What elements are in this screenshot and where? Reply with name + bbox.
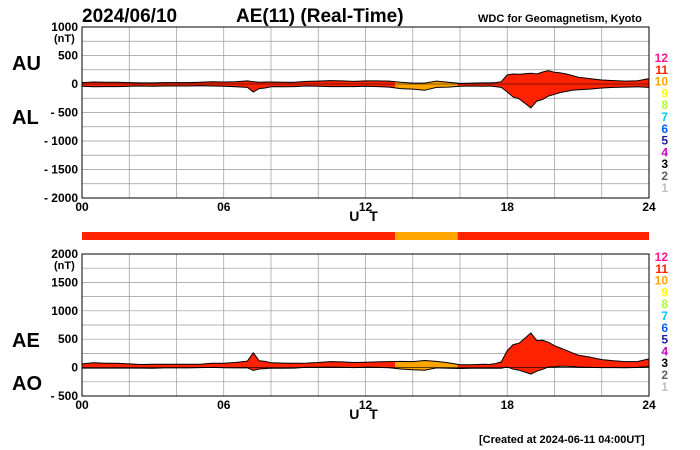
ae-ao-y-ticks: 2000 1500 1000 500 0 - 500 xyxy=(51,247,79,403)
y-tick-label: 2000 xyxy=(51,247,78,261)
y-tick-label: 500 xyxy=(58,332,78,346)
station-count-label: 1 xyxy=(661,380,668,394)
au-al-series xyxy=(81,70,650,109)
data-source: WDC for Geomagnetism, Kyoto xyxy=(478,13,642,25)
status-bar-segment xyxy=(457,232,649,240)
station-status-bar xyxy=(82,232,649,240)
band-segment-2 xyxy=(457,332,649,375)
station-count-label: 4 xyxy=(661,145,668,159)
y-tick-label: 1000 xyxy=(51,304,78,318)
x-tick-label: 06 xyxy=(217,398,231,412)
station-count-label: 7 xyxy=(661,309,668,323)
au-al-y-ticks: 1000 500 0 - 500 - 1000 - 1500 - 2000 xyxy=(44,20,78,205)
station-count-label: 4 xyxy=(661,344,668,358)
station-count-label: 5 xyxy=(661,333,668,347)
y-tick-label: 1000 xyxy=(51,20,78,34)
y-tick-label: 0 xyxy=(71,77,78,91)
band-segment-0 xyxy=(82,352,396,371)
plot-title: AE(11) (Real-Time) xyxy=(236,6,404,27)
au-label: AU xyxy=(12,53,41,75)
y-tick-label: - 1500 xyxy=(44,163,78,177)
station-count-label: 6 xyxy=(661,321,668,335)
ao-label: AO xyxy=(12,373,42,395)
created-timestamp: [Created at 2024-06-11 04:00UT] xyxy=(479,434,645,446)
ae-label: AE xyxy=(12,330,40,352)
ae-ao-x-ticks: 00 06 12 18 24 xyxy=(75,398,656,412)
plot-date: 2024/06/10 xyxy=(82,6,177,27)
x-tick-label: 18 xyxy=(501,200,515,214)
station-count-label: 8 xyxy=(661,297,668,311)
x-tick-label: 18 xyxy=(501,398,515,412)
station-count-label: 12 xyxy=(655,51,669,65)
au-al-unit-label: (nT) xyxy=(54,33,75,45)
au-al-x-ticks: 00 06 12 18 24 xyxy=(75,200,656,214)
band-segment-0 xyxy=(82,80,396,92)
x-tick-label: 06 xyxy=(217,200,231,214)
x-tick-label: 12 xyxy=(359,398,373,412)
ae-ao-plot-frame xyxy=(81,253,650,397)
station-count-label: 2 xyxy=(661,169,668,183)
y-tick-label: - 500 xyxy=(51,389,79,403)
y-tick-label: - 2000 xyxy=(44,191,78,205)
x-tick-label: 24 xyxy=(642,398,656,412)
station-count-label: 9 xyxy=(661,285,668,299)
au-al-x-axis-label: U T xyxy=(349,208,381,224)
station-count-label: 12 xyxy=(655,250,669,264)
station-count-label: 2 xyxy=(661,368,668,382)
station-count-label: 9 xyxy=(661,86,668,100)
station-count-label: 1 xyxy=(661,181,668,195)
status-bar-segment xyxy=(82,232,396,240)
series-line-au xyxy=(81,70,650,84)
y-tick-label: 500 xyxy=(58,49,78,63)
station-count-label: 11 xyxy=(655,262,668,276)
x-tick-label: 12 xyxy=(359,200,373,214)
y-tick-label: - 500 xyxy=(51,106,79,120)
y-tick-label: 1500 xyxy=(51,275,78,289)
x-tick-label: 00 xyxy=(75,200,89,214)
series-line-ae xyxy=(81,332,650,366)
al-label: AL xyxy=(12,107,39,129)
station-count-label: 11 xyxy=(655,63,668,77)
station-count-label: 8 xyxy=(661,98,668,112)
x-tick-label: 00 xyxy=(75,398,89,412)
au-al-plot-frame xyxy=(81,26,650,199)
station-count-label: 10 xyxy=(655,75,669,89)
ae-ao-unit-label: (nT) xyxy=(54,260,75,272)
ae-ao-x-axis-label: U T xyxy=(349,406,381,422)
x-tick-label: 24 xyxy=(642,200,656,214)
station-count-label: 3 xyxy=(661,157,668,171)
station-count-label: 7 xyxy=(661,110,668,124)
series-line-al xyxy=(81,85,650,109)
y-tick-label: - 1000 xyxy=(44,134,78,148)
station-count-label: 10 xyxy=(655,274,669,288)
station-count-label: 3 xyxy=(661,356,668,370)
status-bar-segment xyxy=(395,232,458,240)
station-count-label: 6 xyxy=(661,122,668,136)
station-count-label: 5 xyxy=(661,134,668,148)
y-tick-label: 0 xyxy=(71,361,78,375)
ae-ao-series xyxy=(81,332,650,375)
